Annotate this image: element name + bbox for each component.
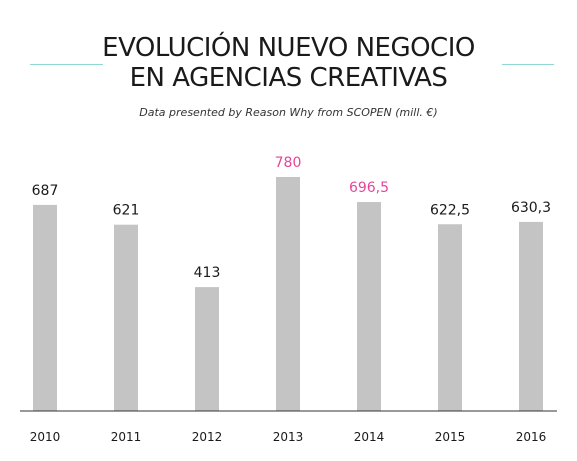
value-label-2011: 621 <box>113 203 140 219</box>
right-accent-line <box>502 64 554 65</box>
chart-subtitle: Data presented by Reason Why from SCOPEN… <box>139 106 438 119</box>
left-accent-line <box>30 64 103 65</box>
x-tick-label-2015: 2015 <box>435 430 466 444</box>
bar-2010 <box>33 204 57 411</box>
chart-title-line-1: EVOLUCIÓN NUEVO NEGOCIO <box>102 33 475 63</box>
x-tick-labels-group: 2010 2011 2012 2013 2014 2015 2016 <box>30 430 547 444</box>
bar-2012 <box>195 287 219 411</box>
x-tick-label-2012: 2012 <box>192 430 223 444</box>
value-label-2013: 780 <box>275 155 302 171</box>
value-label-2010: 687 <box>32 183 59 199</box>
bar-2011 <box>114 224 138 411</box>
bar-2016 <box>519 221 543 411</box>
value-labels-group: 687 621 413 780 696,5 622,5 630,3 <box>32 155 551 281</box>
x-tick-label-2016: 2016 <box>516 430 547 444</box>
bars-group <box>33 177 543 411</box>
value-label-2012: 413 <box>194 265 221 281</box>
value-label-2016: 630,3 <box>511 200 551 216</box>
bar-2013 <box>276 177 300 411</box>
value-label-2015: 622,5 <box>430 202 470 218</box>
x-tick-label-2013: 2013 <box>273 430 304 444</box>
value-label-2014: 696,5 <box>349 180 389 196</box>
x-tick-label-2011: 2011 <box>111 430 142 444</box>
bar-2014 <box>357 202 381 411</box>
x-tick-label-2010: 2010 <box>30 430 61 444</box>
chart-title-line-2: EN AGENCIAS CREATIVAS <box>129 63 448 93</box>
bar-2015 <box>438 224 462 411</box>
x-tick-label-2014: 2014 <box>354 430 385 444</box>
